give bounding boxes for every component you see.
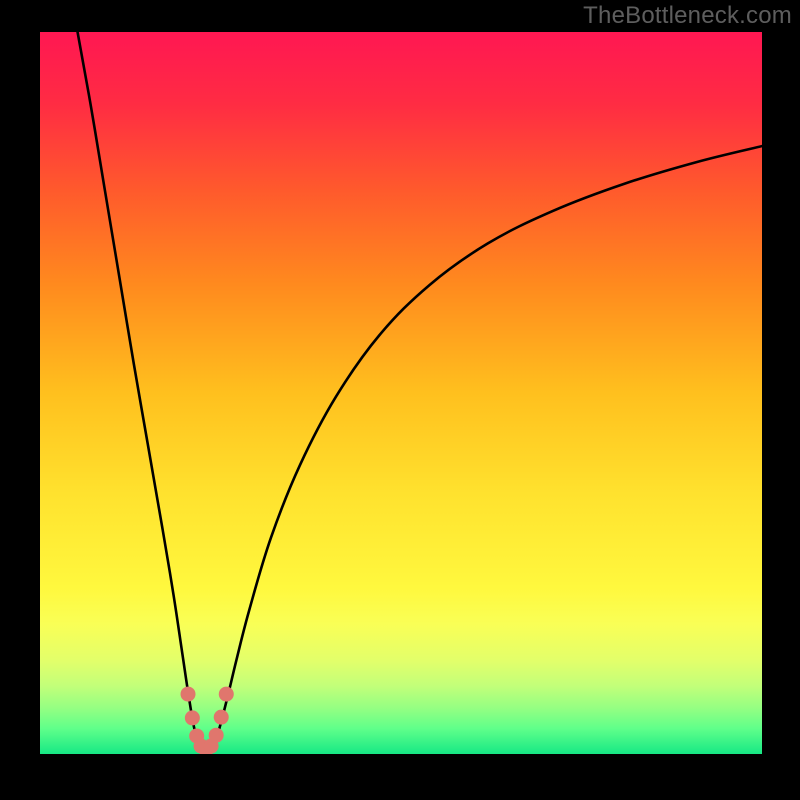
highlight-dot bbox=[209, 728, 224, 743]
watermark-text: TheBottleneck.com bbox=[583, 2, 792, 30]
highlight-dot bbox=[181, 687, 196, 702]
chart-background-gradient bbox=[40, 32, 762, 754]
highlight-dot bbox=[214, 710, 229, 725]
highlight-dot bbox=[185, 710, 200, 725]
bottleneck-curve-chart bbox=[40, 32, 762, 754]
chart-plot-area bbox=[40, 32, 762, 754]
highlight-dot bbox=[219, 687, 234, 702]
